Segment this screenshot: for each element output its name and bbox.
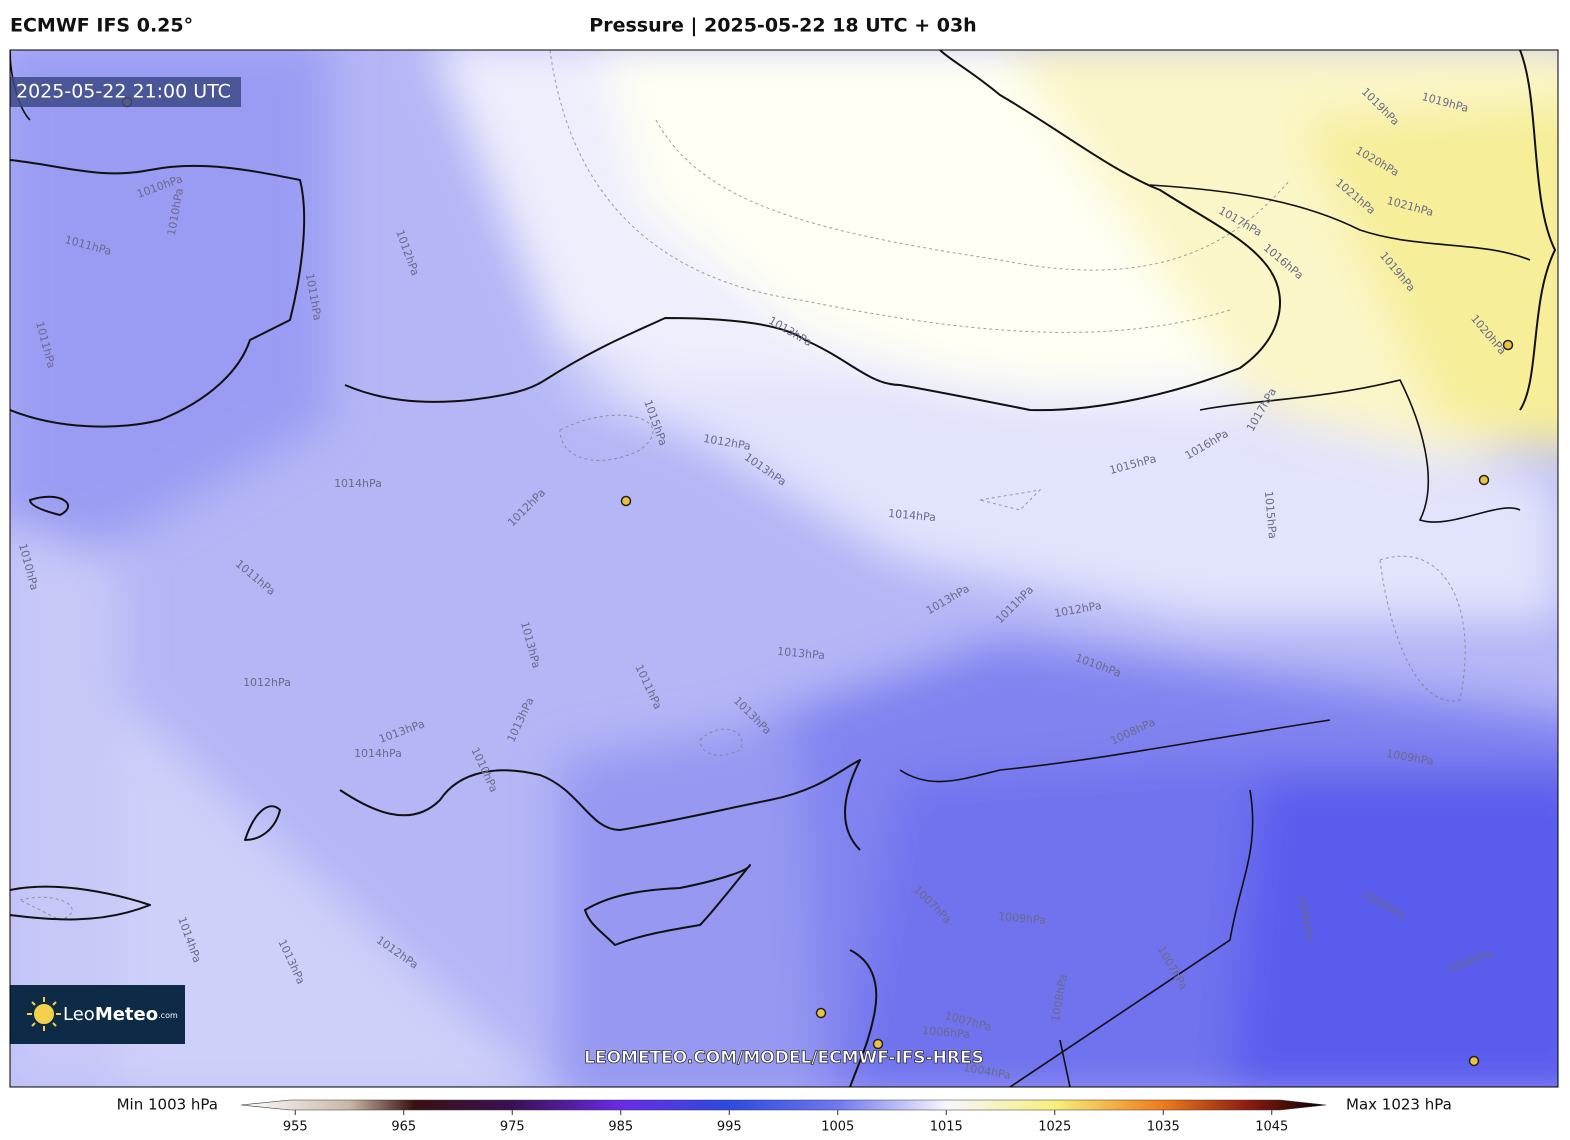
colorbar-tick-label: 995 [717, 1120, 742, 1135]
logo-second: Meteo [95, 1004, 158, 1025]
city-dot [1478, 474, 1490, 486]
colorbar-tick-label: 975 [500, 1120, 525, 1135]
min-label: Min 1003 hPa [117, 1096, 218, 1114]
colorbar-tick-label: 1025 [1038, 1120, 1071, 1135]
colorbar-tick-label: 955 [283, 1120, 308, 1135]
city-dot [620, 495, 632, 507]
colorbar: Min 1003 hPa Max 1023 hPa 955 965 975 985 99… [117, 1096, 1452, 1135]
colorbar-tick-label: 1045 [1255, 1120, 1288, 1135]
logo-first: Leo [63, 1004, 95, 1025]
colorbar-tick-label: 985 [608, 1120, 633, 1135]
coastlines [10, 50, 1556, 1087]
map-frame [9, 49, 1559, 1088]
contour-label: 1014hPa [334, 477, 382, 490]
contour-label: 1013hPa [777, 645, 826, 662]
contour-label: 1012hPa [243, 676, 291, 689]
logo-text: LeoMeteo.com [63, 1004, 178, 1025]
colorbar-bar [240, 1099, 1327, 1111]
map-title: Pressure | 2025-05-22 18 UTC + 03h [589, 15, 976, 37]
colorbar-tick-label: 1005 [821, 1120, 854, 1135]
contour-label: 1015hPa [1262, 491, 1279, 540]
contour-label: 1014hPa [354, 747, 402, 760]
valid-time: 2025-05-22 21:00 UTC [16, 81, 231, 103]
colorbar-tick-label: 1015 [930, 1120, 963, 1135]
city-dot [1468, 1055, 1480, 1067]
logo-suffix: .com [158, 1011, 178, 1020]
logo-sun [27, 997, 61, 1031]
city-dot [872, 1038, 884, 1050]
pressure-field [10, 50, 1558, 1087]
contour-label: 1006hPa [922, 1024, 971, 1041]
colorbar-tick-label: 965 [391, 1120, 416, 1135]
colorbar-tick-label: 1035 [1147, 1120, 1180, 1135]
max-label: Max 1023 hPa [1346, 1096, 1452, 1114]
isobars [18, 50, 1466, 921]
city-dot [815, 1007, 827, 1019]
time-badge [10, 77, 241, 107]
contour-label: 1014hPa [888, 507, 937, 524]
contour-label: 1009hPa [998, 910, 1047, 927]
city-dot [1502, 339, 1514, 351]
watermark: LEOMETEO.COM/MODEL/ECMWF-IFS-HRES [584, 1048, 984, 1068]
model-name: ECMWF IFS 0.25° [10, 15, 193, 37]
